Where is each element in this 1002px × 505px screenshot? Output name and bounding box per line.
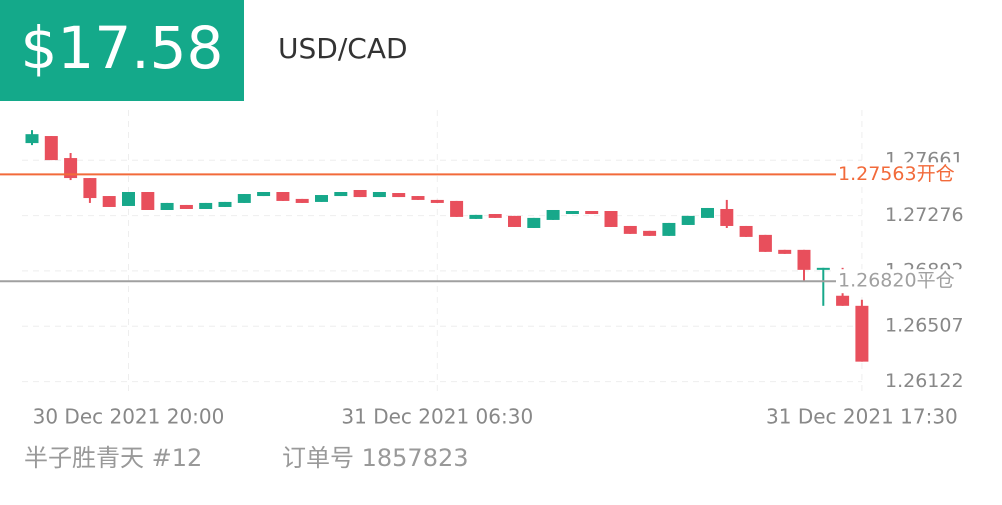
candle-body (334, 192, 348, 197)
candle-body (758, 234, 772, 252)
candle-body (643, 230, 657, 236)
candle-body (778, 249, 792, 254)
candle-body (102, 196, 116, 207)
candle-body (179, 204, 193, 209)
candle-body (836, 295, 850, 306)
candle-body (739, 225, 753, 237)
candle-body (25, 134, 39, 144)
price-label-bg (836, 162, 972, 187)
candle-body (257, 192, 271, 197)
candle-body (681, 215, 695, 225)
candle-body (855, 305, 869, 362)
candle-body (816, 267, 830, 270)
candle-body (430, 199, 444, 203)
candle-body (701, 207, 714, 218)
candle-body (392, 193, 406, 198)
candle-body (141, 192, 155, 210)
candle-body (797, 249, 811, 270)
candle-body (64, 158, 78, 179)
candle-body (83, 178, 97, 199)
candle-body (623, 225, 637, 234)
candle-body (527, 217, 541, 228)
candle-body (546, 209, 560, 220)
candle-body (237, 194, 251, 203)
price-badge (0, 0, 244, 101)
candle-body (372, 192, 386, 198)
y-tick-label: 1.26122 (885, 370, 964, 392)
candle-body (565, 211, 579, 215)
candle-body (295, 198, 309, 203)
candle-body (160, 202, 174, 210)
user-name: 半子胜青天 #12 (24, 444, 202, 472)
candle-body (353, 189, 367, 198)
candle-body (585, 211, 599, 215)
y-tick-label: 1.26507 (885, 315, 964, 337)
y-tick-label: 1.27276 (885, 204, 964, 226)
candle-body (720, 208, 734, 226)
x-tick-label: 31 Dec 2021 17:30 (766, 405, 958, 429)
candle-body (44, 136, 58, 161)
candle-body (508, 215, 521, 227)
price-label: 1.26820平仓 (838, 270, 955, 292)
candle-body (662, 222, 676, 236)
candle-body (218, 201, 232, 207)
candle-body (122, 192, 135, 206)
candle-body (411, 196, 425, 200)
candle-body (488, 214, 502, 218)
pair: USD/CAD (278, 32, 408, 65)
x-tick-label: 30 Dec 2021 20:00 (33, 405, 225, 429)
candle-body (199, 202, 213, 209)
order-number: 订单号 1857823 (282, 444, 469, 472)
candle-body (276, 192, 290, 201)
price-label: 1.27563开仓 (838, 163, 955, 185)
price-label-bg (836, 269, 972, 294)
candle-body (469, 214, 483, 219)
candle-body (450, 200, 464, 217)
candle-body (315, 195, 328, 202)
price: $17.58 (21, 14, 224, 82)
x-tick-label: 31 Dec 2021 06:30 (341, 405, 533, 429)
candle-body (604, 211, 618, 227)
